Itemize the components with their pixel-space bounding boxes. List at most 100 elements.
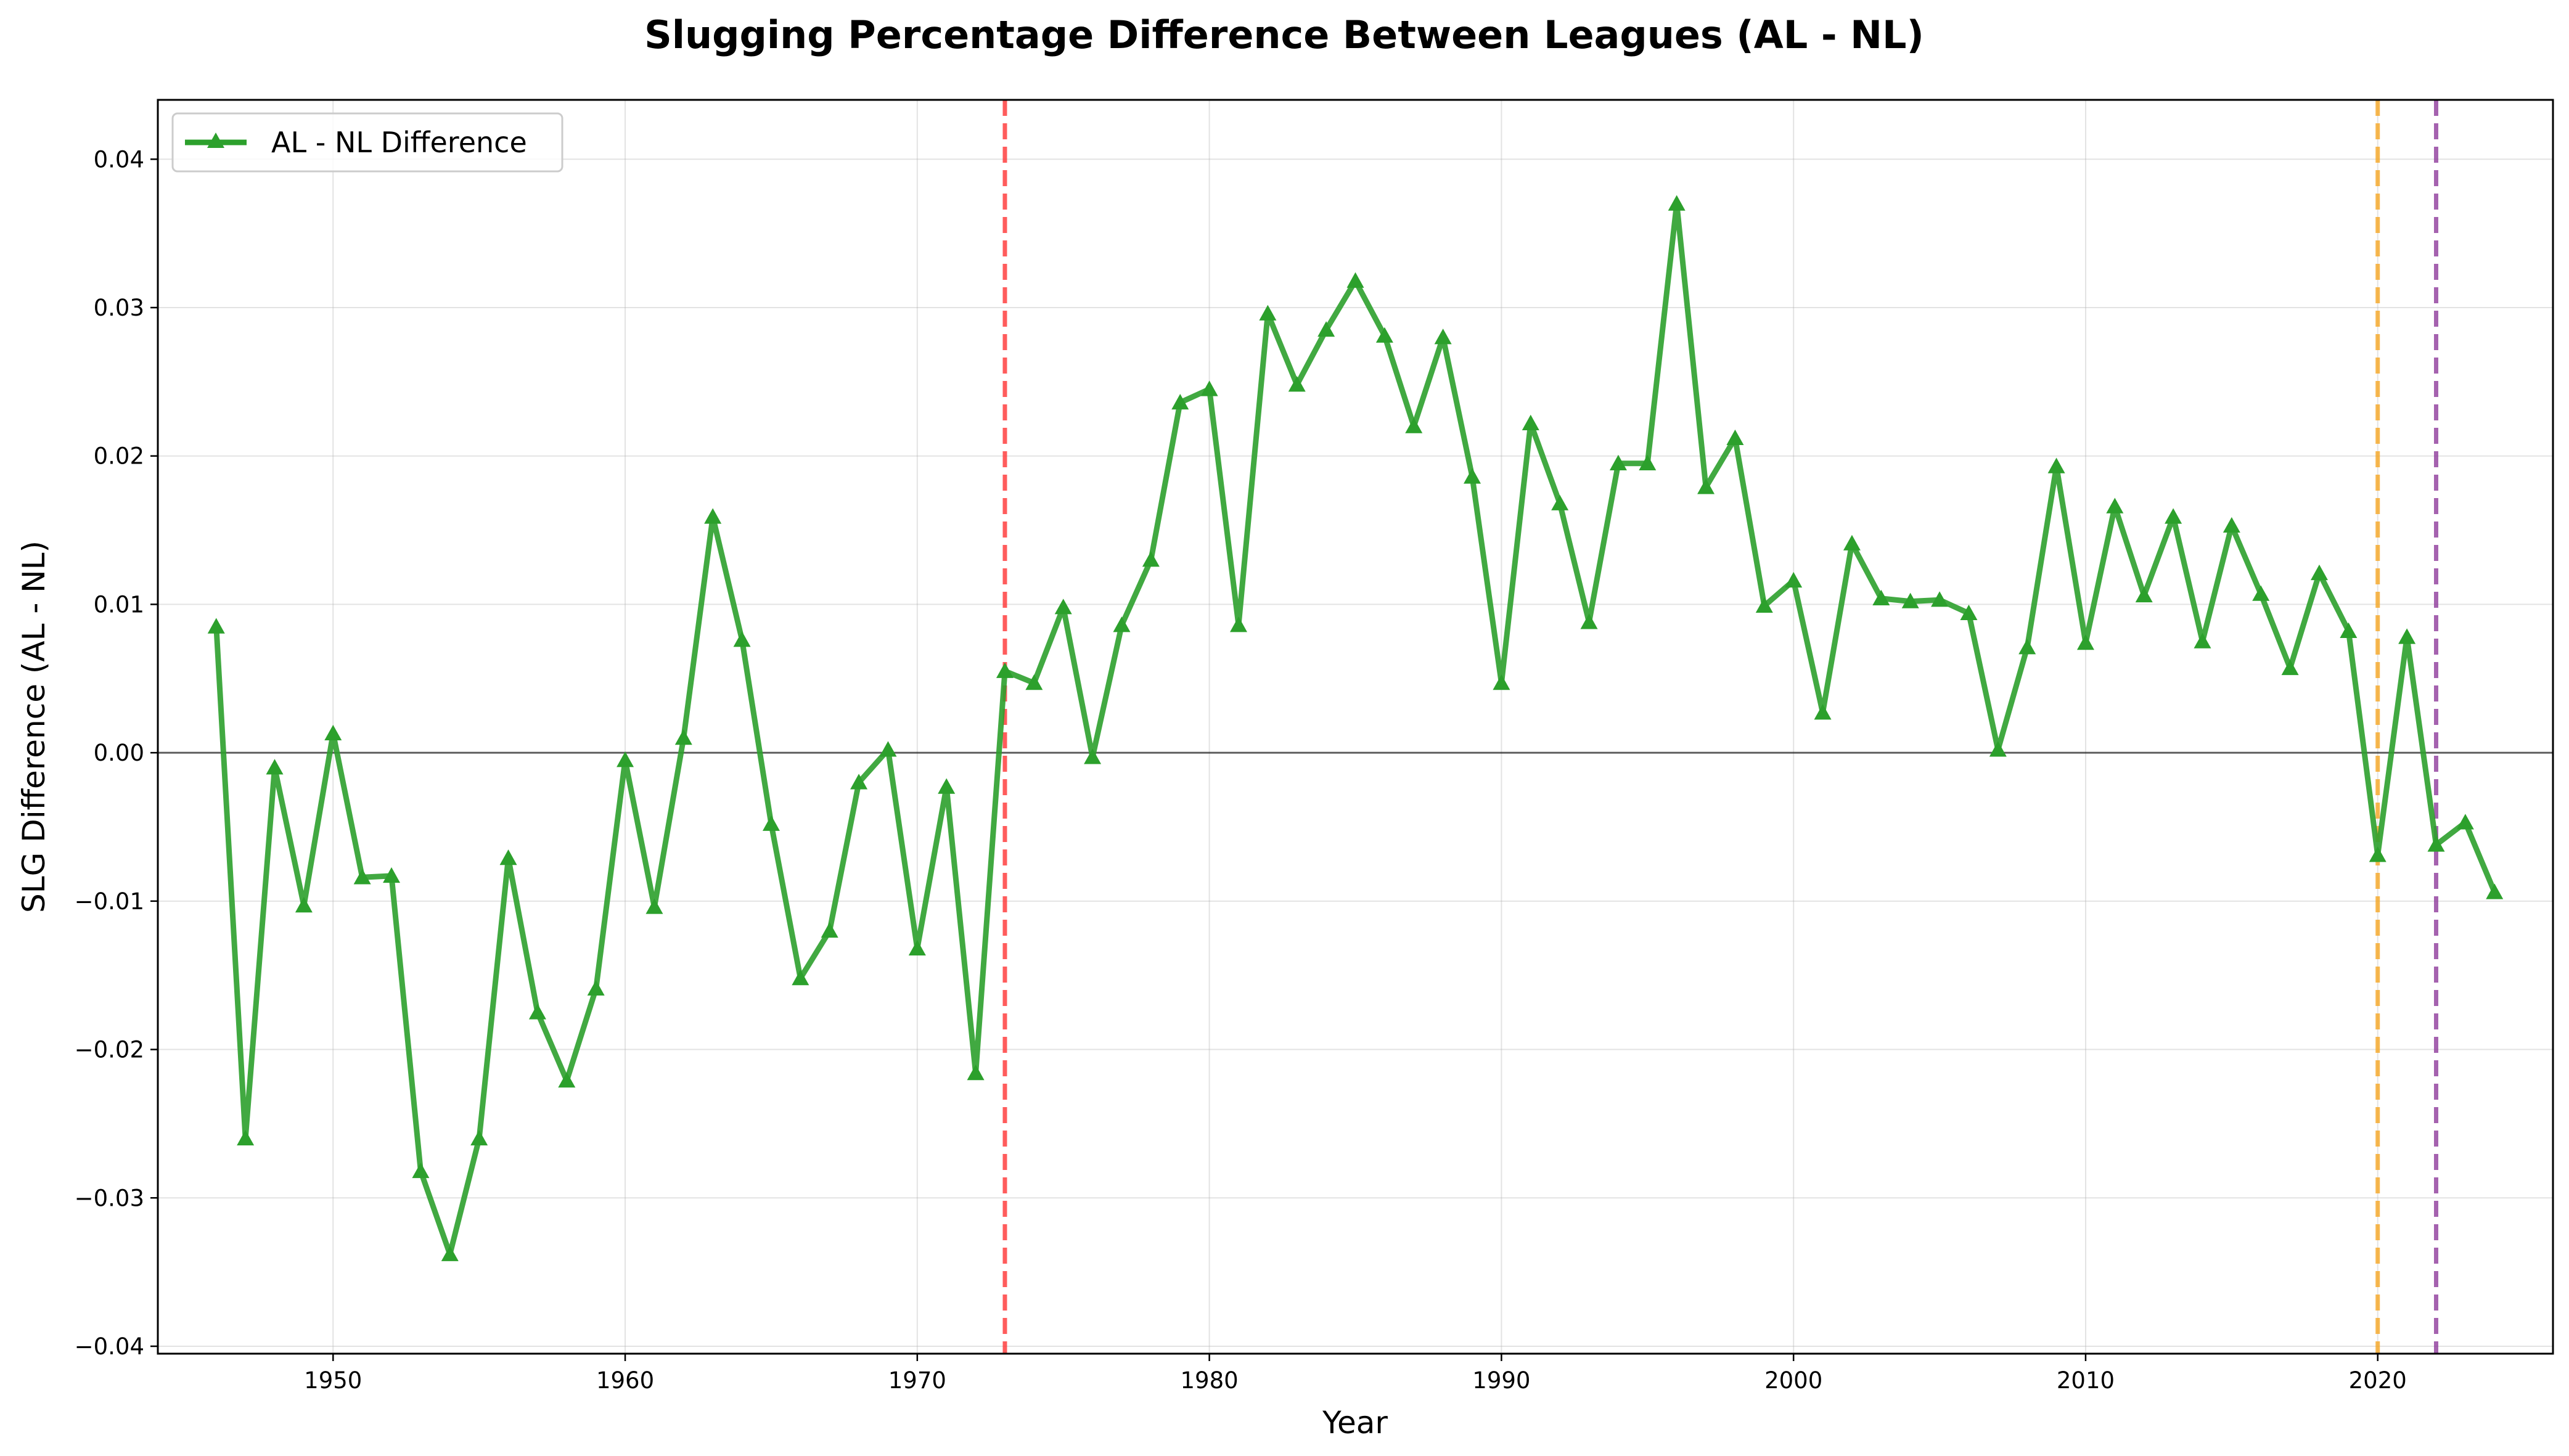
data-point-marker [266, 759, 284, 775]
data-point-marker [645, 898, 663, 914]
data-point-marker [1931, 591, 1949, 607]
chart-title: Slugging Percentage Difference Between L… [644, 12, 1924, 57]
data-point-marker [792, 970, 809, 986]
data-point-marker [821, 922, 838, 938]
data-point-marker [1755, 597, 1773, 613]
data-point-marker [1522, 414, 1539, 430]
x-tick-label: 1980 [1181, 1367, 1239, 1394]
data-point-marker [996, 662, 1014, 678]
data-point-marker [617, 751, 634, 767]
data-point-marker [1726, 429, 1744, 446]
data-point-marker [1229, 616, 1247, 632]
x-axis-label: Year [1322, 1405, 1388, 1441]
data-point-marker [2310, 564, 2328, 581]
data-point-marker [1288, 376, 1306, 392]
data-point-marker [1346, 272, 1364, 288]
data-point-marker [2135, 586, 2153, 603]
x-tick-label: 2010 [2057, 1367, 2115, 1394]
data-point-marker [879, 741, 897, 757]
data-point-marker [2398, 628, 2416, 644]
data-point-marker [967, 1065, 985, 1081]
x-tick-label: 1960 [596, 1367, 654, 1394]
y-tick-label: 0.04 [94, 146, 144, 173]
y-tick-label: −0.04 [75, 1333, 144, 1360]
data-point-marker [1989, 741, 2007, 757]
data-point-marker [441, 1245, 459, 1261]
data-point-marker [528, 1004, 546, 1020]
data-point-marker [2486, 883, 2504, 899]
reference-lines [1002, 100, 2438, 1354]
y-axis-label: SLG Difference (AL - NL) [16, 541, 52, 913]
x-tick-label: 1950 [304, 1367, 362, 1394]
data-point-marker [1872, 589, 1890, 605]
data-point-marker [2427, 836, 2445, 852]
data-point-marker [1697, 478, 1715, 494]
data-point-marker [558, 1072, 576, 1088]
data-point-marker [1405, 417, 1423, 433]
y-tick-label: −0.03 [75, 1185, 144, 1211]
data-point-marker [2194, 632, 2211, 648]
data-point-marker [2223, 517, 2240, 533]
y-tick-label: 0.01 [94, 591, 144, 618]
legend: AL - NL Difference [171, 112, 563, 173]
data-point-marker [2076, 634, 2094, 650]
data-point-marker [353, 869, 371, 885]
data-point-marker [2165, 508, 2182, 524]
data-point-marker [237, 1129, 255, 1146]
series-layer [207, 195, 2504, 1261]
data-point-marker [2106, 497, 2124, 513]
data-point-marker [295, 897, 313, 913]
data-point-marker [1113, 616, 1131, 632]
y-tick-label: −0.02 [75, 1037, 144, 1063]
data-point-marker [1785, 571, 1803, 588]
data-point-marker [1814, 704, 1832, 720]
y-tick-label: 0.02 [94, 443, 144, 470]
data-point-marker [1054, 599, 1072, 615]
data-point-marker [324, 724, 342, 741]
data-point-marker [1200, 380, 1218, 396]
data-point-marker [2281, 659, 2299, 676]
data-point-marker [1259, 305, 1277, 321]
legend-box [171, 112, 563, 173]
data-point-marker [762, 815, 780, 831]
x-tick-label: 1970 [888, 1367, 946, 1394]
data-point-marker [704, 508, 722, 524]
data-point-marker [2252, 585, 2270, 601]
data-point-marker [499, 849, 517, 865]
data-point-marker [1668, 195, 1686, 211]
data-point-marker [1142, 551, 1160, 567]
data-point-marker [1609, 454, 1627, 470]
data-point-marker [1551, 494, 1569, 510]
data-point-marker [383, 867, 401, 883]
data-point-marker [2018, 639, 2036, 655]
data-point-marker [2369, 846, 2387, 862]
x-tick-label: 1990 [1472, 1367, 1530, 1394]
data-point-marker [733, 631, 751, 647]
data-point-marker [2456, 814, 2474, 830]
data-point-marker [587, 980, 605, 996]
data-point-marker [1171, 394, 1189, 410]
data-point-marker [850, 774, 868, 790]
data-point-marker [1317, 321, 1335, 337]
data-point-marker [1375, 327, 1393, 343]
data-point-marker [2340, 622, 2358, 638]
y-tick-label: 0.03 [94, 295, 144, 321]
data-point-marker [470, 1129, 488, 1146]
data-point-marker [1493, 674, 1510, 690]
data-point-marker [1084, 748, 1102, 764]
data-point-marker [207, 618, 225, 634]
x-axis-ticks: 1950 1960 1970 1980 1990 2000 2010 2020 [304, 1354, 2407, 1394]
data-point-marker [1464, 468, 1481, 484]
data-point-marker [938, 778, 956, 794]
y-axis-ticks: −0.04 −0.03 −0.02 −0.01 0.00 0.01 0.02 0.03 0.04 [75, 146, 158, 1360]
x-tick-label: 2020 [2349, 1367, 2407, 1394]
data-point-marker [1960, 604, 1978, 621]
data-point-marker [2047, 457, 2065, 473]
data-point-marker [412, 1162, 430, 1179]
y-tick-label: −0.01 [75, 888, 144, 915]
x-tick-label: 2000 [1764, 1367, 1822, 1394]
data-point-marker [1025, 674, 1043, 690]
data-point-marker [1843, 534, 1861, 550]
